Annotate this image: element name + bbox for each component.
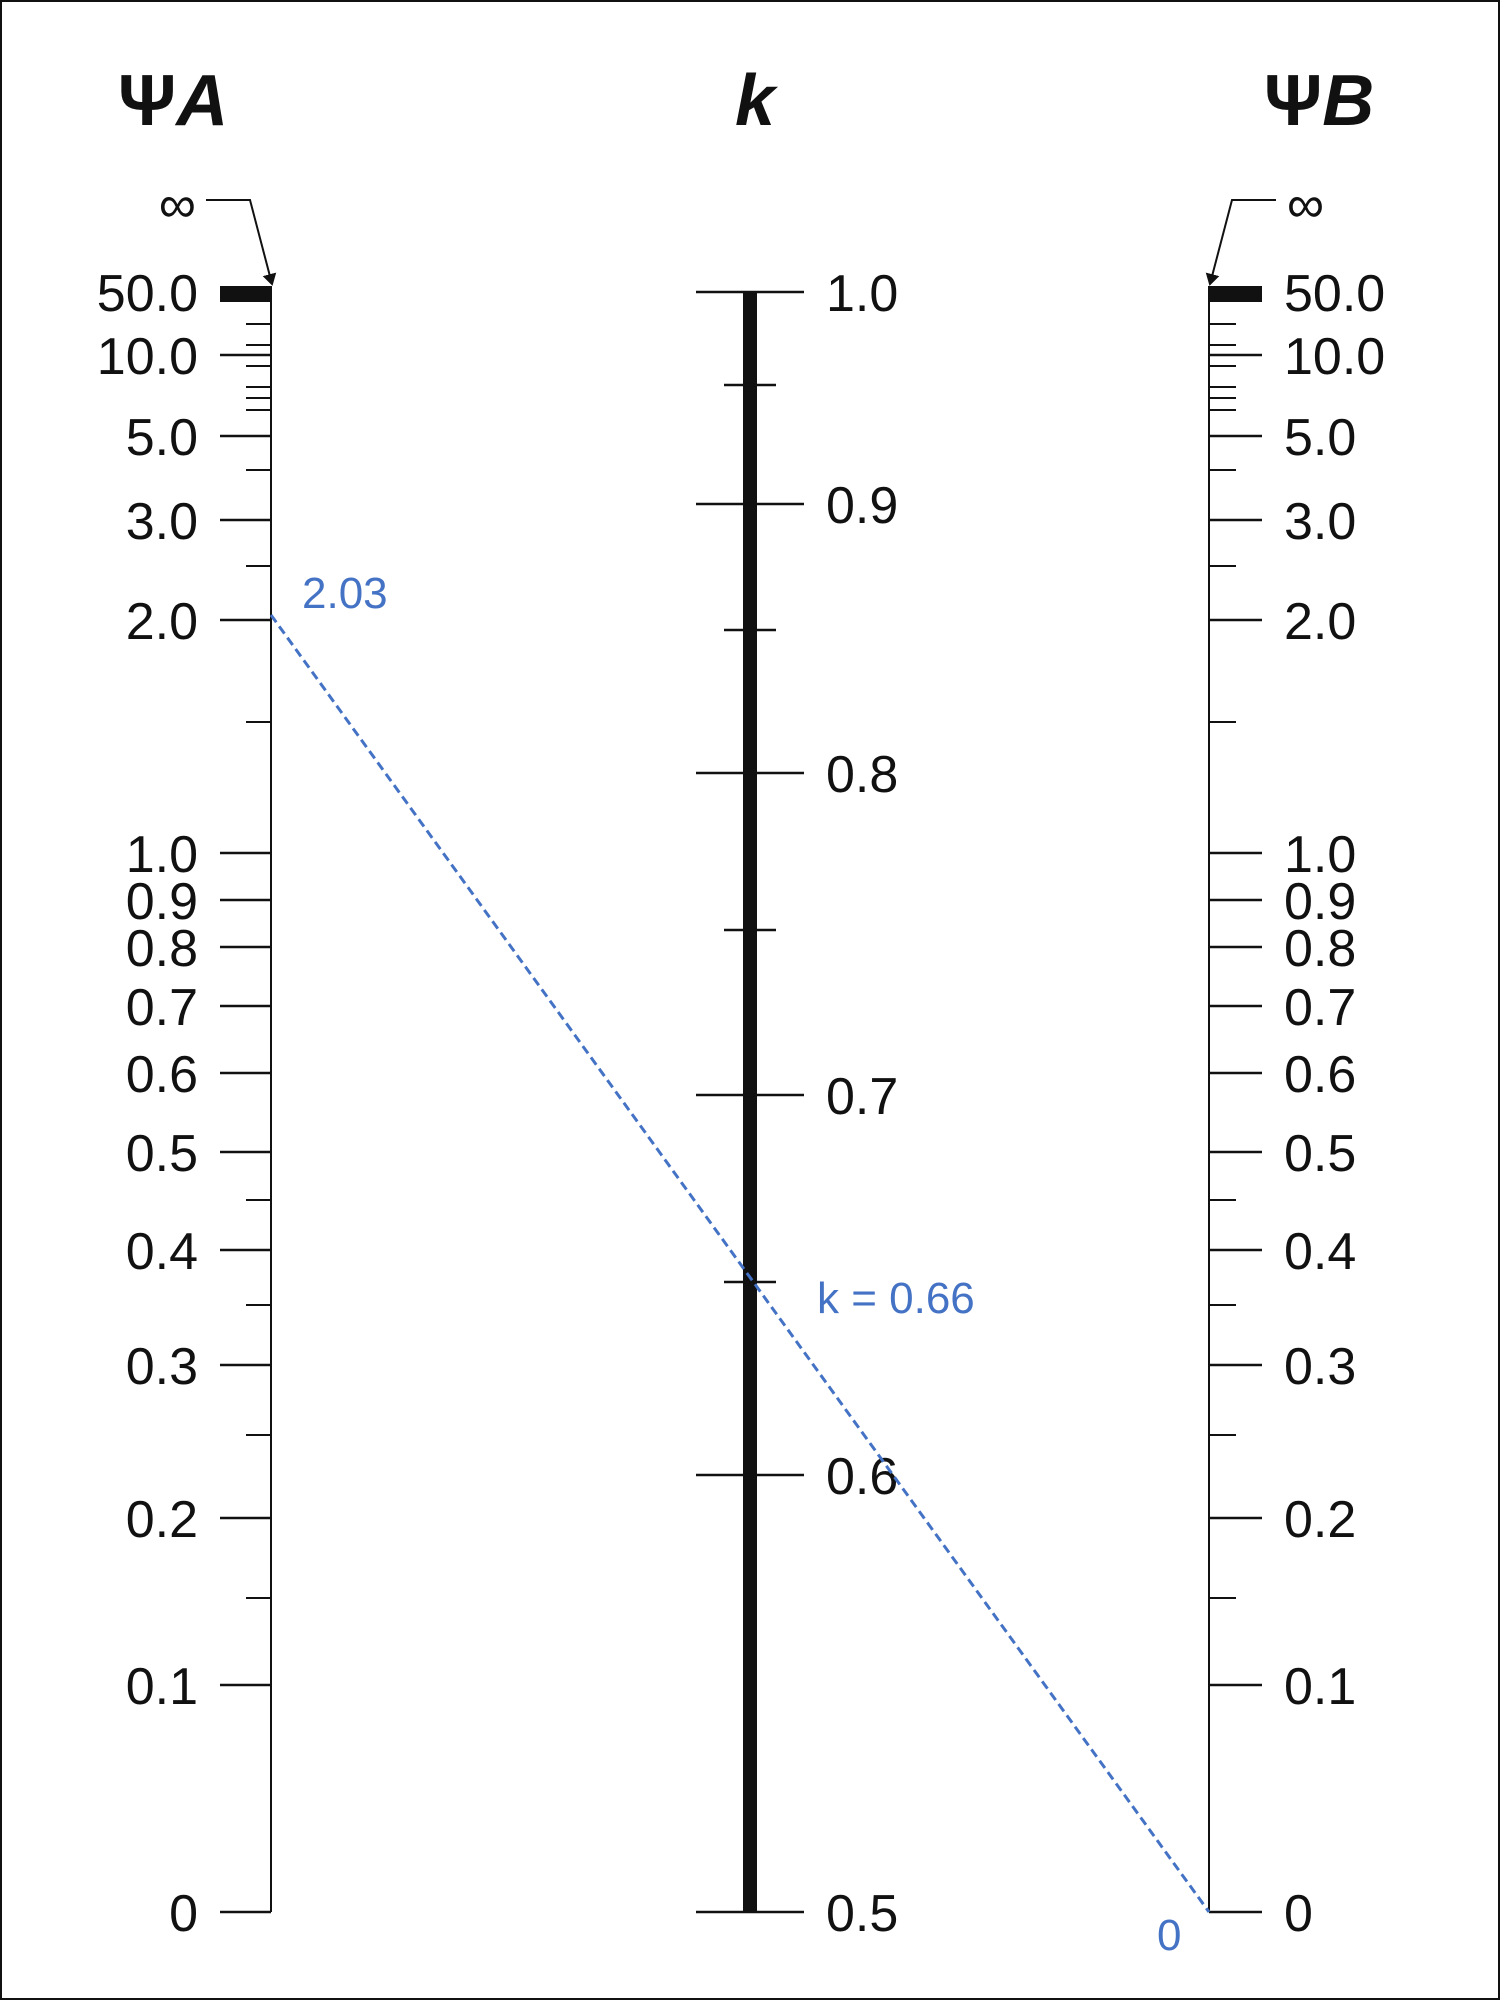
psi-a-tick-label: 5.0 bbox=[126, 409, 198, 467]
k-tick-label: 0.5 bbox=[826, 1885, 898, 1943]
psi-a-labels: 50.010.0 5.0 3.0 2.0 1.00.90.80.7 0.6 0.5 0.4 0.… bbox=[97, 265, 198, 1943]
psi-b-value-label: 0 bbox=[1157, 1911, 1181, 1960]
psi-a-tick-label: 0.4 bbox=[126, 1223, 198, 1281]
psi-b-tick-label: 0.3 bbox=[1284, 1338, 1356, 1396]
psi-b-infinity-arrow bbox=[1205, 199, 1276, 286]
k-scale: 1.0 0.9 0.8 0.7 0.6 0.5 bbox=[696, 265, 898, 1943]
psi-a-title-symbol: Ψ bbox=[118, 61, 176, 141]
psi-b-tick-label: 0.5 bbox=[1284, 1125, 1356, 1183]
psi-b-tick-label: 0.4 bbox=[1284, 1223, 1356, 1281]
psi-b-tick-label: 0.6 bbox=[1284, 1046, 1356, 1104]
psi-b-title: ΨB bbox=[1264, 61, 1374, 141]
psi-b-top-bar bbox=[1208, 286, 1262, 302]
psi-a-tick-label: 0.5 bbox=[126, 1125, 198, 1183]
psi-b-title-symbol: Ψ bbox=[1264, 61, 1322, 141]
psi-b-tick-label: 0.8 bbox=[1284, 920, 1356, 978]
psi-b-tick-label: 0 bbox=[1284, 1885, 1313, 1943]
psi-a-tick-label: 1.0 bbox=[126, 826, 198, 884]
psi-b-infinity-label: ∞ bbox=[1287, 176, 1324, 234]
psi-b-tick-label: 3.0 bbox=[1284, 493, 1356, 551]
psi-b-tick-label: 1.0 bbox=[1284, 826, 1356, 884]
psi-a-top-bar bbox=[220, 286, 272, 302]
k-value-label: k = 0.66 bbox=[817, 1274, 975, 1323]
psi-a-scale: 50.010.0 5.0 3.0 2.0 1.00.90.80.7 0.6 0.5 0.4 0.… bbox=[97, 176, 277, 1943]
psi-a-infinity-label: ∞ bbox=[159, 176, 196, 234]
solution-annotation: 2.03 k = 0.66 0 bbox=[269, 569, 1211, 1960]
psi-a-tick-label: 0.1 bbox=[126, 1658, 198, 1716]
k-tick-label: 0.6 bbox=[826, 1448, 898, 1506]
psi-a-infinity-arrow bbox=[206, 199, 277, 286]
psi-b-tick-label: 0.2 bbox=[1284, 1491, 1356, 1549]
psi-b-ticks bbox=[1209, 323, 1262, 1914]
k-labels: 1.0 0.9 0.8 0.7 0.6 0.5 bbox=[826, 265, 898, 1943]
psi-a-tick-label: 0.3 bbox=[126, 1338, 198, 1396]
psi-a-title-letter: A bbox=[174, 61, 228, 141]
k-title: k bbox=[735, 61, 779, 141]
psi-b-tick-label: 0.1 bbox=[1284, 1658, 1356, 1716]
psi-a-value-label: 2.03 bbox=[302, 569, 388, 618]
psi-a-tick-label: 10.0 bbox=[97, 328, 198, 386]
psi-b-tick-label: 10.0 bbox=[1284, 328, 1385, 386]
psi-a-tick-label: 0.8 bbox=[126, 920, 198, 978]
psi-a-title: ΨA bbox=[118, 61, 228, 141]
k-tick-label: 0.8 bbox=[826, 746, 898, 804]
solution-line bbox=[269, 614, 1211, 1913]
psi-b-tick-label: 50.0 bbox=[1284, 265, 1385, 323]
psi-a-tick-label: 50.0 bbox=[97, 265, 198, 323]
k-tick-label: 1.0 bbox=[826, 265, 898, 323]
psi-b-tick-label: 5.0 bbox=[1284, 409, 1356, 467]
k-tick-label: 0.7 bbox=[826, 1068, 898, 1126]
psi-a-ticks bbox=[220, 323, 271, 1914]
psi-a-tick-label: 0.6 bbox=[126, 1046, 198, 1104]
psi-b-labels: 50.010.0 5.0 3.0 2.0 1.00.90.80.7 0.6 0.5 0.4 0.… bbox=[1284, 265, 1385, 1943]
psi-a-tick-label: 0.9 bbox=[126, 873, 198, 931]
psi-b-title-letter: B bbox=[1322, 61, 1374, 141]
k-ticks bbox=[696, 290, 804, 1914]
psi-b-scale: 50.010.0 5.0 3.0 2.0 1.00.90.80.7 0.6 0.5 0.4 0.… bbox=[1205, 176, 1385, 1943]
psi-b-tick-label: 0.7 bbox=[1284, 979, 1356, 1037]
psi-a-tick-label: 0 bbox=[169, 1885, 198, 1943]
psi-b-tick-label: 0.9 bbox=[1284, 873, 1356, 931]
k-tick-label: 0.9 bbox=[826, 477, 898, 535]
psi-a-tick-label: 0.7 bbox=[126, 979, 198, 1037]
psi-a-tick-label: 2.0 bbox=[126, 593, 198, 651]
psi-a-tick-label: 3.0 bbox=[126, 493, 198, 551]
psi-b-tick-label: 2.0 bbox=[1284, 593, 1356, 651]
psi-a-tick-label: 0.2 bbox=[126, 1491, 198, 1549]
